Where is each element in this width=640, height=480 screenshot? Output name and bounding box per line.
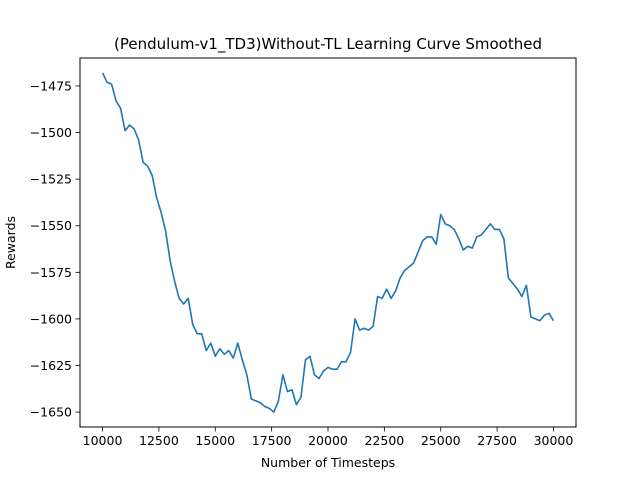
y-tick-label: −1550	[30, 218, 72, 233]
x-tick-label: 30000	[534, 433, 574, 448]
x-tick-label: 22500	[364, 433, 404, 448]
x-tick-label: 27500	[477, 433, 517, 448]
y-tick-label: −1575	[30, 265, 72, 280]
x-tick-label: 17500	[252, 433, 292, 448]
y-tick-label: −1475	[30, 78, 72, 93]
chart-title: (Pendulum-v1_TD3)Without-TL Learning Cur…	[114, 35, 542, 54]
x-axis: 10000 12500 15000 17500 20000 22500 25000 27500…	[83, 427, 574, 448]
y-tick-label: −1600	[30, 311, 72, 326]
x-tick-label: 25000	[421, 433, 461, 448]
y-tick-label: −1525	[30, 172, 72, 187]
series-line-0	[101, 72, 555, 413]
y-tick-label: −1500	[30, 125, 72, 140]
y-axis-label: Rewards	[3, 216, 18, 269]
x-tick-label: 15000	[195, 433, 235, 448]
y-tick-label: −1625	[30, 358, 72, 373]
x-tick-label: 12500	[139, 433, 179, 448]
y-tick-label: −1650	[30, 405, 72, 420]
plot-frame	[79, 57, 577, 428]
x-tick-label: 10000	[83, 433, 123, 448]
y-axis: −1475 −1500 −1525 −1550 −1575 −1600 −1625 −1650	[30, 78, 80, 420]
x-axis-label: Number of Timesteps	[261, 455, 395, 470]
plot-area	[101, 72, 555, 413]
x-tick-label: 20000	[308, 433, 348, 448]
